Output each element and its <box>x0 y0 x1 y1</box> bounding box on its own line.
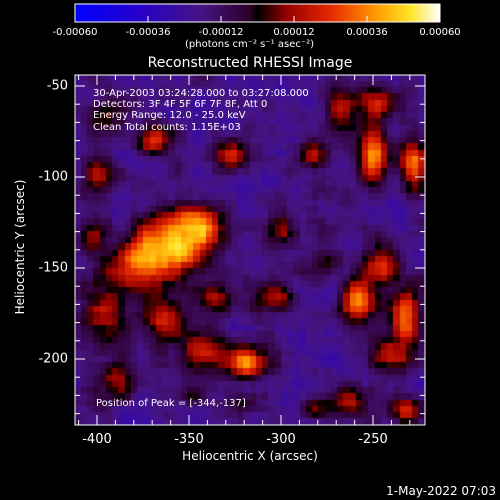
x-tick-label: -250 <box>358 432 388 447</box>
rhessi-image-heatmap <box>75 75 425 425</box>
colorbar-tick: 0.00060 <box>419 27 461 38</box>
y-tick-label: -50 <box>46 78 68 94</box>
colorbar-tick: 0.00012 <box>273 27 315 38</box>
colorbar-tick: -0.00060 <box>52 27 98 38</box>
info-detectors: Detectors: 3F 4F 5F 6F 7F 8F, Att 0 <box>93 99 268 110</box>
colorbar-tick: 0.00036 <box>346 27 388 38</box>
x-tick-label: -300 <box>266 432 296 447</box>
colorbar-units: (photons cm⁻² s⁻¹ asec⁻²) <box>185 39 315 50</box>
colorbar-tick: -0.00036 <box>125 27 171 38</box>
colorbar <box>75 4 440 22</box>
colorbar-frame <box>74 3 441 23</box>
info-energy-range: Energy Range: 12.0 - 25.0 keV <box>93 110 246 121</box>
plot-title: Reconstructed RHESSI Image <box>147 55 353 71</box>
colorbar-tick: -0.00012 <box>198 27 244 38</box>
x-tick-label: -400 <box>82 432 112 447</box>
x-axis-label: Heliocentric X (arcsec) <box>182 449 318 463</box>
peak-position-label: Position of Peak = [-344,-137] <box>96 398 246 409</box>
y-axis-label: Heliocentric Y (arcsec) <box>13 179 27 315</box>
y-tick-label: -200 <box>38 351 68 367</box>
info-time-range: 30-Apr-2003 03:24:28.000 to 03:27:08.000 <box>93 88 309 99</box>
y-tick-label: -150 <box>38 260 68 276</box>
info-clean-counts: Clean Total counts: 1.15E+03 <box>93 122 241 133</box>
x-tick-label: -350 <box>174 432 204 447</box>
y-tick-label: -100 <box>38 169 68 185</box>
footer-date: 1-May-2022 07:03 <box>386 484 496 498</box>
